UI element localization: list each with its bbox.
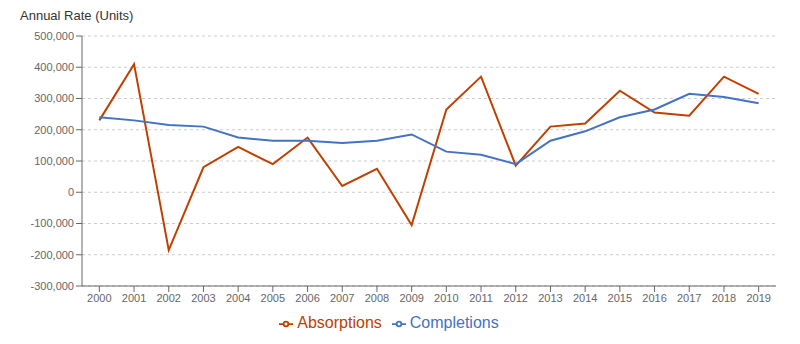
- svg-text:2010: 2010: [434, 292, 458, 304]
- svg-text:-100,000: -100,000: [31, 217, 74, 229]
- svg-text:2003: 2003: [191, 292, 215, 304]
- svg-text:2004: 2004: [226, 292, 250, 304]
- svg-text:2017: 2017: [677, 292, 701, 304]
- html-text:Completions: Completions: [409, 314, 499, 331]
- svg-text:500,000: 500,000: [34, 30, 74, 42]
- svg-text:400,000: 400,000: [34, 61, 74, 73]
- svg-text:2015: 2015: [608, 292, 632, 304]
- html-text:Annual Rate (Units): Annual Rate (Units): [20, 8, 134, 23]
- html-text:Absorptions: Absorptions: [297, 314, 382, 331]
- svg-text:300,000: 300,000: [34, 92, 74, 104]
- svg-text:2019: 2019: [746, 292, 770, 304]
- svg-text:2006: 2006: [295, 292, 319, 304]
- svg-text:2011: 2011: [469, 292, 493, 304]
- svg-text:2007: 2007: [330, 292, 354, 304]
- svg-text:2009: 2009: [399, 292, 423, 304]
- svg-text:2008: 2008: [365, 292, 389, 304]
- svg-text:2018: 2018: [712, 292, 736, 304]
- svg-text:2014: 2014: [573, 292, 597, 304]
- svg-text:2012: 2012: [504, 292, 528, 304]
- svg-text:-200,000: -200,000: [31, 249, 74, 261]
- svg-text:2000: 2000: [87, 292, 111, 304]
- svg-text:2005: 2005: [261, 292, 285, 304]
- svg-text:-300,000: -300,000: [31, 280, 74, 292]
- svg-text:100,000: 100,000: [34, 155, 74, 167]
- svg-text:2016: 2016: [642, 292, 666, 304]
- svg-text:0: 0: [68, 186, 74, 198]
- svg-text:2013: 2013: [538, 292, 562, 304]
- svg-text:2002: 2002: [157, 292, 181, 304]
- svg-text:2001: 2001: [122, 292, 146, 304]
- svg-text:200,000: 200,000: [34, 124, 74, 136]
